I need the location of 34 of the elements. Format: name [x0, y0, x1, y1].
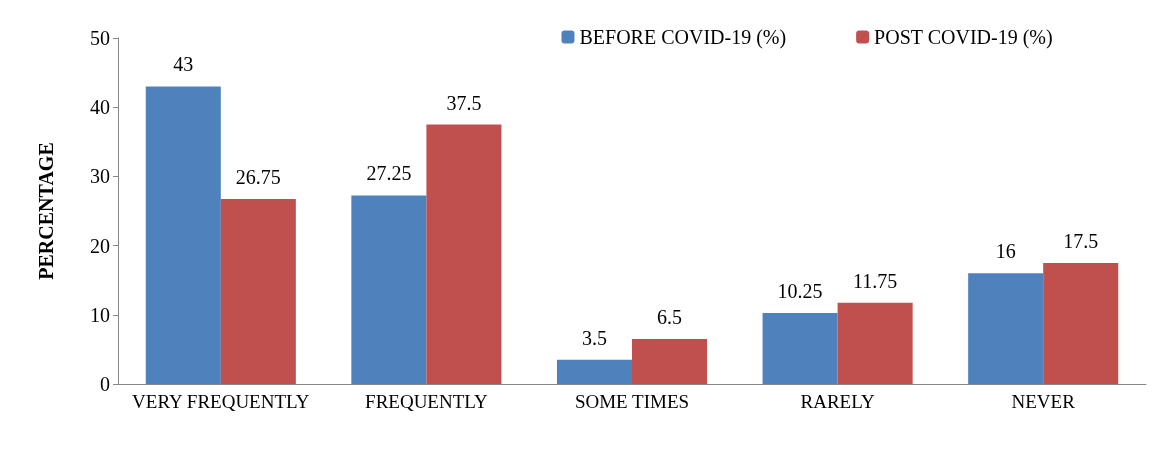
bar [837, 302, 913, 384]
y-tick-label: 40 [90, 96, 110, 119]
bar [145, 86, 221, 384]
legend-label: POST COVID-19 (%) [874, 26, 1053, 49]
y-tick-label: 30 [90, 165, 110, 188]
legend-label: BEFORE COVID-19 (%) [579, 26, 787, 49]
x-tick-label: FREQUENTLY [365, 391, 488, 412]
data-label: 37.5 [446, 91, 482, 114]
data-label: 43 [173, 53, 194, 76]
y-tick-label: 20 [90, 234, 110, 257]
y-tick-label: 50 [90, 27, 110, 49]
data-label: 16 [995, 240, 1016, 263]
bar [351, 195, 427, 384]
x-tick-label: VERY FREQUENTLY [132, 391, 310, 412]
x-tick-label: SOME TIMES [574, 391, 690, 412]
bar [556, 359, 632, 384]
x-tick-label: NEVER [1011, 391, 1076, 412]
bar [220, 198, 296, 384]
data-label: 6.5 [657, 306, 683, 329]
bar [762, 313, 838, 384]
bar [1043, 262, 1119, 384]
data-label: 27.25 [366, 162, 412, 185]
data-label: 26.75 [235, 165, 281, 188]
bar [632, 339, 708, 384]
y-axis-title: PERCENTAGE [35, 142, 57, 280]
bar [968, 273, 1044, 384]
y-tick-label: 0 [100, 373, 110, 395]
data-label: 17.5 [1063, 229, 1099, 252]
y-tick-label: 10 [90, 303, 110, 326]
data-label: 10.25 [777, 280, 823, 303]
bar [426, 124, 502, 384]
data-label: 3.5 [581, 326, 607, 349]
data-label: 11.75 [852, 269, 898, 292]
x-tick-label: RARELY [800, 391, 875, 412]
